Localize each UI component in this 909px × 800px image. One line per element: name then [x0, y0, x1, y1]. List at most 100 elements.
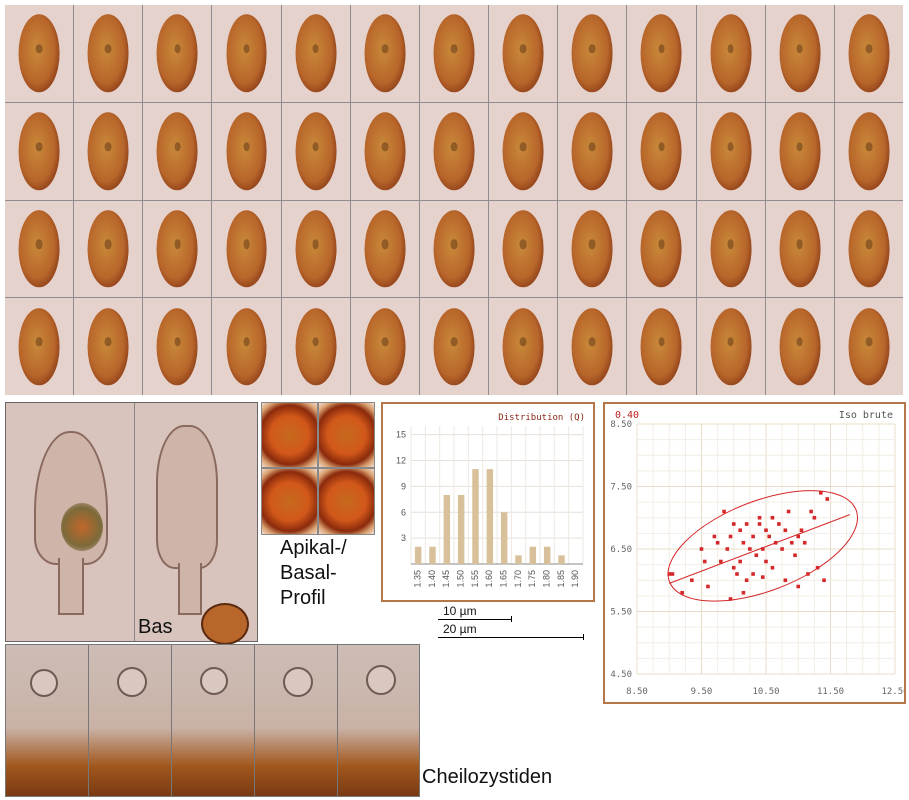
spore-guttule	[658, 141, 665, 152]
spore	[571, 112, 613, 190]
spore	[641, 14, 682, 93]
scatter-point	[754, 553, 759, 558]
histogram-bar	[500, 512, 508, 564]
histogram-bar	[529, 546, 537, 564]
attached-spore	[61, 503, 103, 551]
scatter-point	[751, 534, 755, 539]
scatter-point	[770, 515, 775, 520]
scatter-chart: 8.50 9.50 10.50 11.50 12.50 8.50 7.50 6.50 5.50 4…	[603, 402, 909, 704]
basidia-label: Bas	[138, 616, 173, 638]
spore-tile	[212, 102, 281, 200]
spore	[779, 210, 821, 288]
scatter-point	[738, 528, 742, 533]
spore-tile	[765, 5, 834, 102]
spore-tile	[558, 298, 627, 395]
spore-tile	[350, 102, 419, 200]
spore	[226, 307, 267, 386]
spore-guttule	[865, 337, 873, 347]
spore	[710, 14, 752, 93]
scatter-point	[777, 522, 781, 526]
spore-tile	[419, 102, 489, 200]
basidia-photo: Bas	[5, 402, 258, 645]
cheilocystidia-photos	[5, 644, 420, 797]
spore	[295, 307, 337, 386]
spore	[433, 210, 475, 288]
scatter-x-tick: 12.50	[881, 687, 904, 697]
scatter-point	[799, 528, 804, 533]
spore	[295, 112, 337, 190]
spore	[710, 112, 752, 190]
scatter-y-tick: 7.50	[610, 483, 632, 493]
cystidium-head-1	[30, 669, 58, 697]
scatter-point	[731, 522, 736, 526]
scatter-point	[796, 534, 801, 539]
histogram-y-tick: 15	[396, 430, 406, 440]
spore-guttule	[727, 141, 734, 152]
spore-tile	[696, 200, 765, 298]
spore-tile	[834, 102, 903, 200]
spore-tile	[5, 298, 74, 395]
histogram-y-tick: 6	[401, 507, 406, 517]
spore	[226, 112, 267, 190]
histogram-bar	[429, 546, 436, 564]
spore-guttule	[450, 44, 458, 54]
scatter-point	[741, 590, 746, 595]
scatter-point	[699, 547, 704, 551]
spore-guttule	[174, 141, 181, 152]
scatter-point	[790, 540, 794, 545]
scatter-point	[715, 540, 720, 545]
spore-tile	[212, 5, 281, 102]
spore	[710, 210, 752, 288]
spore	[156, 307, 198, 386]
scatter-point	[822, 578, 826, 583]
scatter-point	[706, 584, 710, 589]
histogram-title: Distribution (Q)	[498, 413, 585, 423]
histogram-bar	[558, 555, 565, 564]
spore	[364, 112, 406, 190]
cheilo-photo-5	[337, 644, 420, 797]
spore-guttule	[104, 337, 112, 347]
scatter-point	[773, 540, 778, 545]
histogram-x-tick: 1.45	[441, 570, 451, 588]
spore-tile	[5, 102, 74, 200]
spore	[433, 112, 475, 190]
spore-guttule	[243, 141, 250, 152]
scatter-y-tick: 4.50	[610, 670, 632, 680]
spore-tile	[350, 298, 419, 395]
histogram-y-tick: 9	[401, 481, 406, 491]
spore-tile	[212, 298, 281, 395]
histogram-svg: 15 12 9 6 3 1.35 1.40 1.45 1.50 1.55 1.60 1.65 1.70 1…	[396, 413, 585, 588]
cheilo-photo-3	[171, 644, 255, 797]
profile-label-line2: Basal-	[280, 562, 337, 584]
spore	[226, 210, 267, 288]
spore-guttule	[104, 239, 112, 249]
spore-tile	[627, 102, 696, 200]
spore-tile	[74, 5, 143, 102]
histogram-bar	[472, 469, 479, 564]
scatter-point	[690, 578, 694, 583]
scatter-point	[796, 584, 801, 589]
spore-tile	[489, 200, 558, 298]
scatter-point	[738, 559, 742, 564]
basidium-2	[156, 425, 218, 569]
scatter-point	[667, 572, 672, 576]
spore	[848, 307, 890, 386]
histogram-x-tick: 1.80	[542, 570, 552, 588]
scatter-y-tick: 5.50	[610, 608, 632, 618]
spore-tile	[74, 298, 143, 395]
spore	[433, 307, 475, 386]
profile-tile-2	[318, 402, 375, 468]
scatter-point	[770, 565, 775, 570]
scatter-title: Iso brute	[839, 410, 893, 421]
histogram-bar	[414, 546, 422, 564]
spore	[502, 14, 544, 93]
spore-guttule	[589, 239, 596, 249]
spore-guttule	[312, 141, 319, 152]
spore-guttule	[450, 239, 458, 249]
histogram-bar	[443, 495, 451, 564]
profile-tiles	[261, 402, 375, 535]
scatter-point	[793, 553, 797, 558]
spore	[571, 14, 613, 93]
scatter-x-tick: 10.50	[752, 687, 779, 697]
spore	[18, 210, 60, 288]
